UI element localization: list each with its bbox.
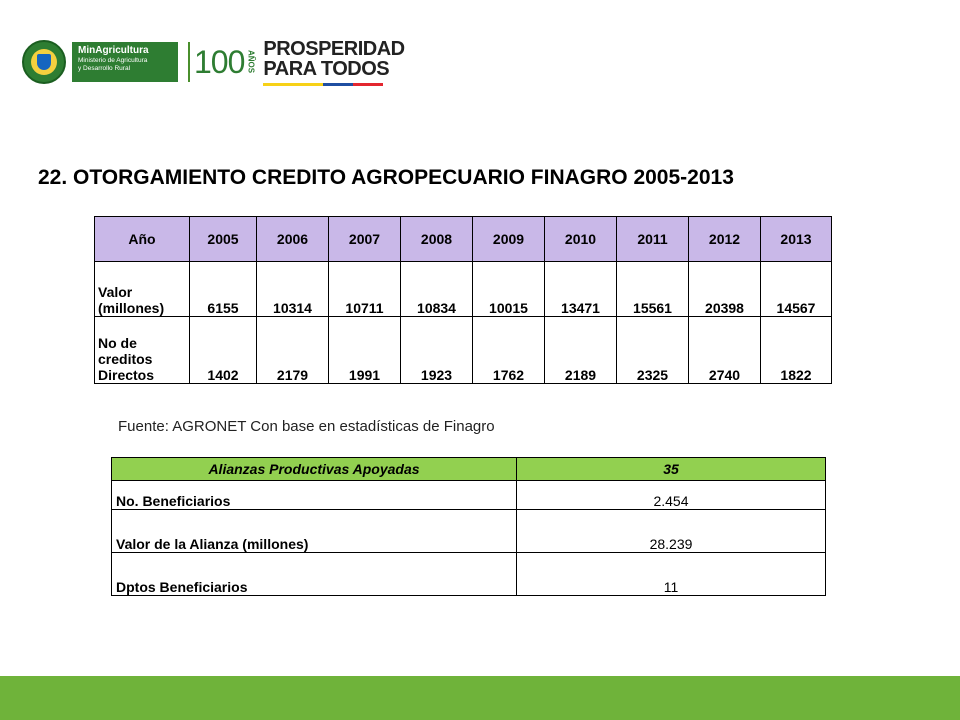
value-cell: 13471 (544, 261, 617, 317)
table-row: Valor (millones) 6155 10314 10711 10834 … (94, 261, 832, 317)
ministry-name: MinAgricultura (78, 45, 149, 56)
value-cell: 1762 (472, 316, 545, 384)
row-label-line: Directos (98, 367, 155, 383)
alliances-header-label: Alianzas Productivas Apoyadas (111, 457, 517, 481)
year-cell: 2012 (688, 216, 761, 262)
slogan-line1: PROSPERIDAD (263, 37, 405, 60)
value-cell: 1991 (328, 316, 401, 384)
logo-divider (188, 42, 190, 82)
alliances-header-row: Alianzas Productivas Apoyadas 35 (111, 457, 826, 481)
row-label: Valor (millones) (94, 261, 190, 317)
credit-table-header-row: Año 2005 2006 2007 2008 2009 2010 2011 2… (94, 216, 832, 262)
year-cell: 2008 (400, 216, 473, 262)
alliance-row-label: Dptos Beneficiarios (111, 552, 517, 596)
row-label-line: (millones) (98, 300, 165, 316)
year-cell: 2007 (328, 216, 401, 262)
value-cell: 1822 (760, 316, 832, 384)
value-cell: 20398 (688, 261, 761, 317)
year-cell: 2011 (616, 216, 689, 262)
header-logos: MinAgricultura Ministerio de Agricultura… (22, 38, 405, 86)
minagricultura-logo: MinAgricultura Ministerio de Agricultura… (72, 42, 178, 82)
value-cell: 15561 (616, 261, 689, 317)
alliance-row-value: 28.239 (516, 509, 826, 553)
alliance-row-value: 2.454 (516, 480, 826, 510)
table-row: Dptos Beneficiarios 11 (111, 552, 826, 596)
flag-stripe-yellow (263, 82, 294, 86)
anniversary-word: AÑOS (246, 50, 256, 74)
flag-stripe-red (353, 82, 384, 86)
flag-stripe-blue (323, 82, 354, 86)
year-cell: 2009 (472, 216, 545, 262)
table-row: Valor de la Alianza (millones) 28.239 (111, 509, 826, 553)
alliance-row-value: 11 (516, 552, 826, 596)
value-cell: 1923 (400, 316, 473, 384)
value-cell: 2740 (688, 316, 761, 384)
row-label-line: creditos (98, 351, 153, 367)
ministry-sub-2: y Desarrollo Rural (78, 65, 131, 72)
alliance-row-label: No. Beneficiarios (111, 480, 517, 510)
flag-stripe (263, 82, 384, 86)
table-row: No. Beneficiarios 2.454 (111, 480, 826, 510)
value-cell: 10015 (472, 261, 545, 317)
footer-band (0, 676, 960, 720)
alliance-row-label: Valor de la Alianza (millones) (111, 509, 517, 553)
value-cell: 2325 (616, 316, 689, 384)
colombia-seal-icon (22, 40, 66, 84)
value-cell: 14567 (760, 261, 832, 317)
value-cell: 10711 (328, 261, 401, 317)
value-cell: 6155 (189, 261, 257, 317)
ministry-sub-1: Ministerio de Agricultura (78, 57, 148, 64)
source-note: Fuente: AGRONET Con base en estadísticas… (118, 418, 495, 435)
page-title: 22. OTORGAMIENTO CREDITO AGROPECUARIO FI… (38, 166, 734, 189)
row-label: No de creditos Directos (94, 316, 190, 384)
year-cell: 2010 (544, 216, 617, 262)
value-cell: 2179 (256, 316, 329, 384)
value-cell: 1402 (189, 316, 257, 384)
slogan-line2: PARA TODOS (263, 57, 390, 80)
year-cell: 2006 (256, 216, 329, 262)
alliances-table: Alianzas Productivas Apoyadas 35 No. Ben… (111, 457, 826, 596)
prosperidad-logo: PROSPERIDAD PARA TODOS (263, 37, 405, 86)
value-cell: 10834 (400, 261, 473, 317)
alliances-header-value: 35 (516, 457, 826, 481)
table-row: No de creditos Directos 1402 2179 1991 1… (94, 316, 832, 384)
row-label-line: Valor (98, 284, 133, 300)
value-cell: 10314 (256, 261, 329, 317)
year-cell: 2013 (760, 216, 832, 262)
credit-table: Año 2005 2006 2007 2008 2009 2010 2011 2… (94, 216, 832, 384)
anniversary-number: 100 (194, 43, 245, 80)
year-cell: 2005 (189, 216, 257, 262)
row-label-line: No de (98, 335, 137, 351)
year-header: Año (94, 216, 190, 262)
flag-stripe-yellow (293, 82, 324, 86)
value-cell: 2189 (544, 316, 617, 384)
